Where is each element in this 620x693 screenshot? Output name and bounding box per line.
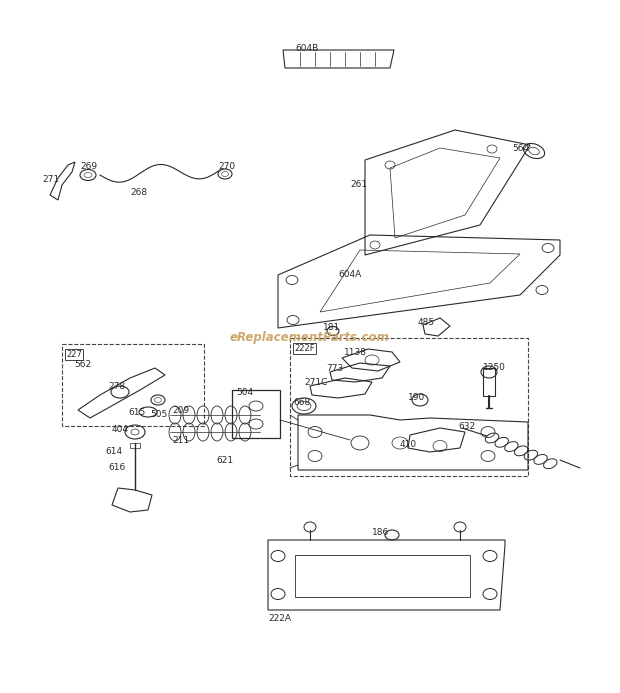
Text: 564: 564 <box>512 144 529 153</box>
Text: 269: 269 <box>80 162 97 171</box>
Text: 181: 181 <box>323 323 340 332</box>
Text: 222A: 222A <box>268 614 291 623</box>
Bar <box>130 443 140 448</box>
Text: 190: 190 <box>408 393 425 402</box>
Text: 211: 211 <box>172 436 189 445</box>
Text: 271C: 271C <box>304 378 327 387</box>
Text: 485: 485 <box>418 318 435 327</box>
Text: 621: 621 <box>216 456 233 465</box>
Text: 222F: 222F <box>294 344 314 353</box>
Bar <box>483 368 495 396</box>
Text: 668: 668 <box>293 398 310 407</box>
Text: 261: 261 <box>350 180 367 189</box>
Text: 209: 209 <box>172 406 189 415</box>
Text: 615: 615 <box>128 408 145 417</box>
Text: 227: 227 <box>66 350 82 359</box>
Text: 616: 616 <box>108 463 125 472</box>
Text: eReplacementParts.com: eReplacementParts.com <box>230 331 390 344</box>
Text: 271: 271 <box>42 175 59 184</box>
Text: 604B: 604B <box>295 44 318 53</box>
Text: 1250: 1250 <box>483 363 506 372</box>
Text: 268: 268 <box>130 188 147 197</box>
Text: 604A: 604A <box>338 270 361 279</box>
Bar <box>290 338 528 476</box>
Text: 614: 614 <box>105 447 122 456</box>
Text: 278: 278 <box>108 382 125 391</box>
Text: 1138: 1138 <box>344 348 367 357</box>
Text: 404: 404 <box>112 425 129 434</box>
Text: 186: 186 <box>372 528 389 537</box>
Bar <box>62 344 204 426</box>
Bar <box>232 390 280 438</box>
Text: 410: 410 <box>400 440 417 449</box>
Text: 505: 505 <box>150 410 167 419</box>
Text: 773: 773 <box>326 364 343 373</box>
Bar <box>295 555 470 597</box>
Text: 504: 504 <box>236 388 253 397</box>
Text: 632: 632 <box>458 422 475 431</box>
Text: 562: 562 <box>74 360 91 369</box>
Text: 270: 270 <box>218 162 235 171</box>
